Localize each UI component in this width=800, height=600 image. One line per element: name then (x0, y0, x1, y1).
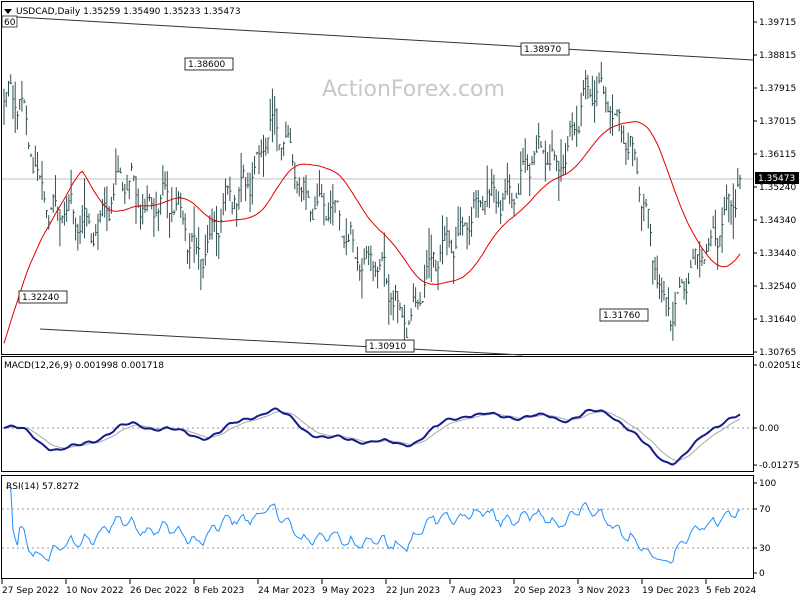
y-tick-label: 1.39715 (759, 18, 796, 28)
macd-label: MACD(12,26,9) 0.001998 0.001718 (4, 361, 164, 371)
x-tick-label: 19 Dec 2023 (642, 586, 700, 596)
y-tick-label: 1.30765 (759, 348, 796, 358)
corner-label: 60 (4, 18, 16, 28)
channel-upper-line (15, 16, 754, 61)
channel-lower-line (39, 328, 523, 356)
macd-y-axis: 0.020518 0.00 -0.012755 (753, 361, 800, 471)
x-tick-label: 9 May 2023 (322, 586, 375, 596)
x-tick-label: 8 Feb 2023 (194, 586, 244, 596)
y-tick-label: 100 (759, 479, 776, 489)
x-tick-label: 22 Jun 2023 (386, 586, 440, 596)
y-tick-label: 1.37015 (759, 117, 796, 127)
corner-label-box (1, 15, 18, 28)
current-price-label: 1.35473 (758, 174, 795, 184)
y-tick-label: 0.00 (759, 424, 779, 434)
annotation-label: 1.30910 (369, 342, 406, 352)
price-bars (3, 61, 742, 349)
y-tick-label: 1.35240 (759, 183, 796, 193)
current-price-tag: 1.35473 (755, 172, 799, 184)
annotation-label: 1.31760 (603, 311, 640, 321)
price-panel-frame (1, 1, 754, 355)
y-tick-label: 0 (759, 569, 765, 579)
x-tick-label: 27 Sep 2022 (2, 586, 59, 596)
annotation-label: 1.32240 (22, 293, 59, 303)
x-tick-label: 26 Dec 2022 (130, 586, 188, 596)
annotation-high-2: 1.38970 (520, 42, 570, 56)
price-y-axis: 1.39715 1.38815 1.37915 1.37015 1.36115 … (753, 18, 796, 358)
y-tick-label: 1.38815 (759, 51, 796, 61)
y-tick-label: 0.020518 (759, 361, 800, 371)
annotation-low-3: 1.30910 (365, 339, 415, 353)
symbol-header: USDCAD,Daily 1.35259 1.35490 1.35233 1.3… (16, 7, 241, 17)
y-tick-label: 1.33440 (759, 249, 796, 259)
macd-panel-frame (1, 356, 754, 472)
rsi-panel-frame (1, 475, 754, 579)
x-tick-label: 7 Aug 2023 (450, 586, 502, 596)
watermark: ActionForex.com (322, 77, 505, 102)
x-axis: 27 Sep 2022 10 Nov 2022 26 Dec 2022 8 Fe… (1, 579, 757, 596)
x-tick-label: 20 Sep 2023 (514, 586, 571, 596)
y-tick-label: 1.31640 (759, 315, 796, 325)
y-tick-label: 70 (759, 505, 771, 515)
annotation-high-1: 1.38600 (184, 57, 234, 71)
moving-average-line (3, 121, 741, 344)
annotation-label: 1.38970 (524, 45, 561, 55)
x-tick-label: 10 Nov 2022 (66, 586, 124, 596)
y-tick-label: 1.34340 (759, 216, 796, 226)
rsi-label: RSI(14) 57.8272 (6, 482, 79, 492)
y-tick-label: 1.36115 (759, 150, 796, 160)
y-tick-label: 1.32540 (759, 282, 796, 292)
y-tick-label: 1.37915 (759, 84, 796, 94)
x-tick-label: 24 Mar 2023 (258, 586, 315, 596)
rsi-y-axis: 100 70 30 0 (753, 479, 776, 579)
x-tick-label: 5 Feb 2024 (706, 586, 757, 596)
rsi-line (6, 487, 741, 564)
y-tick-label: 30 (759, 544, 771, 554)
y-tick-label: -0.012755 (759, 461, 800, 471)
x-tick-label: 3 Nov 2023 (578, 586, 630, 596)
macd-main-line (3, 407, 741, 466)
collapse-arrow-icon[interactable] (4, 9, 12, 14)
annotation-label: 1.38600 (188, 60, 225, 70)
annotation-low-2: 1.31760 (599, 308, 649, 322)
annotation-low-1: 1.32240 (18, 290, 68, 304)
